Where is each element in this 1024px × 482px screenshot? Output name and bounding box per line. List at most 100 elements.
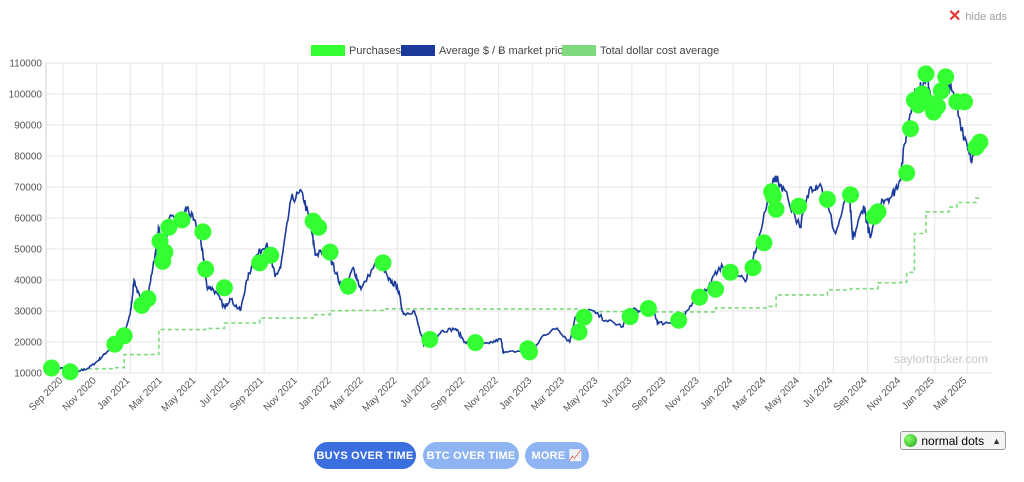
x-tick-label: Jul 2022 — [399, 375, 434, 410]
purchase-dot — [818, 190, 836, 208]
purchase-dot — [744, 259, 762, 277]
purchase-dot — [869, 203, 887, 221]
x-tick-label: Nov 2022 — [463, 375, 501, 413]
dot-style-select[interactable]: normal dots ▲ — [900, 431, 1006, 450]
x-tick-label: Jan 2021 — [95, 375, 132, 412]
y-tick-label: 80000 — [14, 152, 42, 163]
series-market-price — [53, 72, 983, 374]
x-tick-label: Jul 2024 — [801, 375, 836, 410]
legend-label: Purchases — [349, 45, 401, 57]
purchase-dot — [160, 218, 178, 236]
purchase-dot — [467, 334, 484, 352]
legend-swatch — [562, 45, 596, 56]
x-tick-label: May 2022 — [361, 375, 400, 414]
x-tick-label: Sep 2021 — [228, 375, 266, 413]
select-arrows-icon: ▲ — [992, 435, 1001, 446]
purchase-dot — [310, 218, 328, 236]
purchase-dot — [917, 65, 935, 83]
purchase-dot — [790, 197, 808, 215]
y-tick-label: 50000 — [14, 245, 42, 256]
y-tick-label: 10000 — [14, 369, 42, 380]
purchase-dot — [691, 288, 709, 306]
y-tick-label: 90000 — [14, 121, 42, 132]
y-tick-label: 60000 — [14, 214, 42, 225]
purchase-dot — [902, 120, 919, 138]
purchase-dot — [374, 254, 392, 272]
purchase-dot — [621, 308, 639, 326]
purchase-dot — [43, 359, 60, 377]
purchase-dot — [755, 234, 773, 252]
purchase-dot — [194, 223, 212, 241]
series-purchases — [43, 65, 989, 381]
purchase-dot — [139, 290, 157, 308]
purchase-dot — [262, 246, 280, 264]
x-tick-label: Nov 2020 — [61, 375, 99, 413]
purchase-dot — [61, 363, 79, 381]
purchase-dot — [721, 263, 739, 281]
purchase-dot — [929, 97, 946, 115]
x-tick-label: Jan 2023 — [497, 375, 534, 412]
y-tick-label: 110000 — [9, 59, 42, 70]
x-tick-label: Sep 2020 — [27, 375, 65, 413]
purchase-dot — [670, 311, 688, 329]
purchase-dot — [767, 200, 785, 218]
legend-label: Average $ / Ƀ market price — [439, 45, 569, 57]
chart-grid — [45, 62, 992, 374]
buys-over-time-button[interactable]: BUYS OVER TIME — [314, 442, 416, 469]
purchase-dot — [639, 300, 657, 317]
cost-average-line — [53, 197, 983, 370]
x-tick-label: Mar 2025 — [932, 375, 970, 413]
price-chart: Purchases Average $ / Ƀ market price Total… — [9, 45, 992, 414]
chart-legend: Purchases Average $ / Ƀ market price Total… — [311, 45, 719, 57]
series-cost-average — [53, 197, 983, 370]
x-tick-label: Sep 2022 — [429, 375, 467, 413]
purchase-dot — [575, 308, 593, 326]
y-tick-label: 70000 — [14, 183, 42, 194]
y-tick-label: 40000 — [14, 276, 42, 287]
legend-swatch — [401, 45, 435, 56]
x-tick-label: Jan 2025 — [900, 375, 937, 412]
y-tick-label: 100000 — [9, 90, 43, 101]
x-tick-label: Jan 2024 — [698, 375, 735, 412]
y-tick-label: 20000 — [14, 338, 42, 349]
dot-style-value: normal dots — [921, 433, 985, 448]
purchase-dot — [115, 327, 133, 345]
purchase-dot — [197, 260, 215, 278]
x-tick-label: Sep 2023 — [630, 375, 668, 413]
x-tick-label: Nov 2024 — [865, 375, 903, 413]
btc-over-time-button[interactable]: BTC OVER TIME — [423, 442, 519, 469]
x-tick-label: Jul 2023 — [599, 375, 634, 410]
purchase-dot — [956, 93, 973, 111]
purchase-dot — [842, 186, 859, 204]
purchase-dot — [173, 211, 191, 229]
purchase-dot — [764, 187, 782, 205]
y-tick-label: 30000 — [14, 307, 42, 318]
purchase-dot — [339, 277, 357, 295]
x-tick-label: May 2023 — [562, 375, 601, 414]
x-tick-label: Nov 2021 — [262, 375, 300, 413]
hide-ads-label: hide ads — [965, 11, 1007, 23]
purchase-dot — [932, 82, 950, 100]
purchase-dot — [421, 331, 439, 348]
purchase-dot — [521, 343, 538, 361]
y-axis-ticks: 10000 20000 30000 40000 50000 60000 70000 80000… — [9, 59, 43, 380]
hide-ads-button[interactable]: ✕ hide ads — [948, 9, 1007, 25]
x-tick-label: May 2024 — [763, 375, 802, 414]
green-dot-icon — [904, 434, 918, 447]
more-button[interactable]: MORE 📈 — [525, 442, 589, 469]
purchase-dot — [707, 280, 725, 298]
purchase-dot — [898, 164, 916, 182]
purchase-dot — [937, 68, 955, 86]
x-tick-label: Nov 2023 — [664, 375, 702, 413]
x-tick-label: May 2021 — [160, 375, 199, 414]
watermark: saylortracker.com — [894, 352, 988, 366]
x-tick-label: Jul 2021 — [198, 375, 233, 410]
purchase-dot — [215, 279, 233, 297]
legend-label: Total dollar cost average — [600, 45, 719, 57]
x-tick-label: Sep 2024 — [832, 375, 870, 413]
purchase-dot — [971, 133, 989, 151]
close-icon: ✕ — [948, 8, 962, 25]
purchase-dot — [570, 323, 588, 341]
purchase-dot — [156, 243, 174, 261]
legend-swatch — [311, 45, 345, 56]
